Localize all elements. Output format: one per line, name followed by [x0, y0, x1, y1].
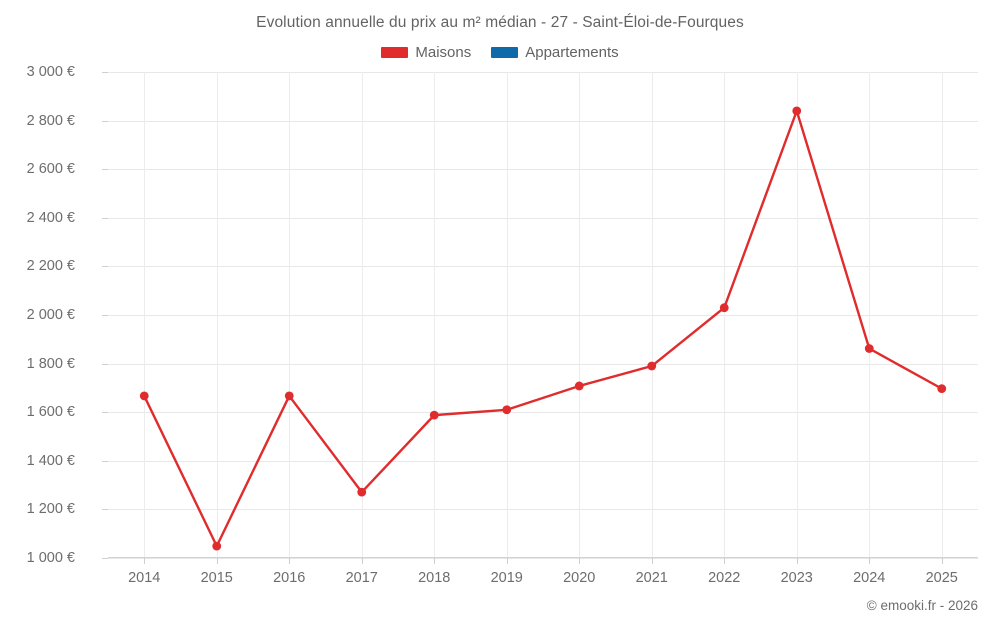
x-tick-label: 2016	[273, 570, 306, 586]
gridline-horizontal	[108, 169, 978, 171]
gridline-vertical	[941, 72, 943, 558]
y-tick-label: 1 200 €	[26, 501, 75, 518]
y-tick-mark	[102, 412, 108, 414]
gridline-vertical	[724, 72, 726, 558]
legend-item-appartements[interactable]: Appartements	[491, 44, 619, 61]
x-tick-mark	[724, 558, 726, 564]
y-tick-mark	[102, 363, 108, 365]
data-point[interactable]	[937, 384, 947, 394]
x-axis-line	[108, 557, 978, 558]
gridline-horizontal	[108, 558, 978, 559]
x-tick-label: 2014	[128, 570, 161, 586]
x-tick-label: 2023	[780, 570, 813, 586]
data-point[interactable]	[284, 391, 294, 401]
y-tick-mark	[102, 266, 108, 268]
y-tick-label: 2 200 €	[26, 258, 75, 275]
x-tick-mark	[506, 558, 508, 564]
gridline-horizontal	[108, 120, 978, 122]
legend-label-maisons: Maisons	[415, 44, 472, 61]
gridline-vertical	[579, 72, 581, 558]
x-tick-mark	[289, 558, 291, 564]
data-point[interactable]	[212, 541, 222, 551]
x-tick-label: 2020	[563, 570, 596, 586]
y-tick-label: 1 000 €	[26, 550, 75, 566]
gridline-vertical	[434, 72, 436, 558]
data-point[interactable]	[719, 303, 729, 313]
y-tick-label: 3 000 €	[26, 64, 75, 80]
y-tick-label: 2 400 €	[26, 209, 75, 226]
x-tick-label: 2022	[708, 570, 741, 586]
chart-title: Evolution annuelle du prix au m² médian …	[256, 14, 744, 31]
x-tick-label: 2025	[925, 570, 958, 586]
gridline-horizontal	[108, 315, 978, 316]
gridline-vertical	[506, 72, 508, 558]
x-tick-mark	[216, 558, 218, 564]
series-layer	[139, 106, 947, 551]
y-tick-mark	[102, 509, 108, 511]
y-tick-label: 1 800 €	[26, 355, 75, 372]
gridline-vertical	[216, 72, 218, 558]
x-tick-label: 2018	[418, 570, 451, 586]
x-tick-mark	[579, 558, 581, 564]
gridline-horizontal	[108, 509, 978, 511]
legend-swatch-maisons	[381, 47, 409, 58]
y-tick-label: 1 400 €	[26, 452, 75, 469]
x-tick-mark	[941, 558, 943, 564]
legend-swatch-appartements	[491, 47, 519, 58]
legend-item-maisons[interactable]: Maisons	[381, 44, 471, 61]
gridline-vertical	[796, 72, 798, 558]
gridline-horizontal	[108, 412, 978, 414]
gridline-vertical	[361, 72, 363, 558]
x-tick-label: 2024	[853, 570, 886, 586]
data-point[interactable]	[502, 405, 512, 415]
gridline-horizontal	[108, 266, 978, 268]
gridline-horizontal	[108, 460, 978, 462]
data-point[interactable]	[357, 487, 367, 497]
x-tick-mark	[144, 558, 146, 564]
y-tick-mark	[102, 169, 108, 171]
y-tick-mark	[102, 217, 108, 219]
data-point[interactable]	[139, 391, 149, 401]
data-point[interactable]	[429, 410, 439, 420]
gridline-horizontal	[108, 72, 978, 73]
data-point[interactable]	[792, 106, 802, 116]
legend-label-appartements: Appartements	[525, 44, 619, 61]
y-tick-mark	[102, 120, 108, 122]
x-tick-mark	[869, 558, 871, 564]
plot-area: 1 000 € 1 200 € 1 400 € 1 600 € 1 800 € 2 000…	[27, 64, 978, 586]
y-tick-label: 2 800 €	[26, 112, 75, 129]
gridline-vertical	[651, 72, 653, 558]
y-tick-label: 1 600 €	[26, 404, 75, 421]
gridline-vertical	[144, 72, 146, 558]
x-tick-mark	[434, 558, 436, 564]
gridline-horizontal	[108, 363, 978, 365]
x-tick-mark	[361, 558, 363, 564]
x-tick-label: 2021	[635, 570, 668, 586]
x-tick-label: 2015	[200, 570, 233, 586]
chart-legend: Maisons Appartements	[0, 44, 1000, 61]
y-tick-mark	[102, 460, 108, 462]
y-tick-mark	[102, 315, 108, 316]
x-tick-mark	[651, 558, 653, 564]
series-line-maisons	[143, 109, 943, 548]
footer-credit: © emooki.fr - 2026	[866, 598, 978, 613]
data-point[interactable]	[864, 344, 874, 353]
data-point[interactable]	[574, 381, 584, 391]
y-tick-label: 2 000 €	[26, 307, 75, 323]
x-tick-label: 2019	[490, 570, 523, 586]
x-tick-label: 2017	[345, 570, 378, 586]
y-tick-mark	[102, 72, 108, 73]
gridline-horizontal	[108, 217, 978, 219]
data-point[interactable]	[647, 361, 657, 371]
gridline-vertical	[289, 72, 291, 558]
gridline-vertical	[869, 72, 871, 558]
x-tick-mark	[796, 558, 798, 564]
y-tick-label: 2 600 €	[26, 161, 75, 178]
y-tick-mark	[102, 558, 108, 559]
